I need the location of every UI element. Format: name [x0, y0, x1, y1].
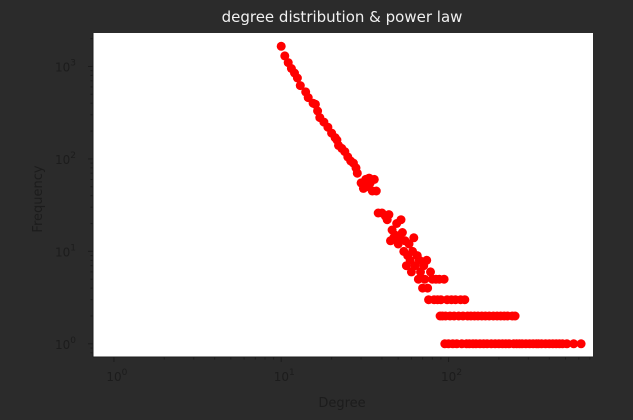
- data-point: [292, 73, 302, 83]
- data-point: [460, 295, 470, 305]
- data-point: [413, 274, 423, 284]
- data-point: [404, 239, 414, 249]
- data-point: [423, 283, 433, 293]
- data-point: [369, 174, 379, 184]
- data-point: [352, 168, 362, 178]
- y-tick-label: 103: [55, 58, 76, 74]
- y-tick-label: 100: [55, 336, 76, 352]
- data-point: [295, 81, 305, 91]
- y-axis-label: Frequency: [31, 165, 46, 232]
- data-point: [384, 210, 394, 220]
- data-point: [510, 311, 520, 321]
- data-point: [280, 51, 290, 61]
- x-tick-labels: 100 101 102: [106, 357, 591, 384]
- data-point: [562, 339, 572, 349]
- data-point: [569, 339, 579, 349]
- x-axis-label: Degree: [318, 396, 365, 411]
- y-tick-label: 101: [55, 243, 76, 259]
- data-point: [371, 186, 381, 196]
- x-tick-label: 100: [106, 368, 127, 384]
- data-point: [426, 267, 435, 277]
- data-point: [276, 41, 286, 51]
- data-points: [276, 41, 586, 349]
- chart-title: degree distribution & power law: [222, 8, 463, 26]
- y-tick-label: 102: [55, 151, 76, 167]
- data-point: [576, 339, 586, 349]
- data-point: [422, 255, 432, 265]
- data-point: [439, 274, 449, 284]
- data-point: [397, 228, 407, 237]
- x-tick-label: 101: [274, 368, 295, 384]
- data-point: [409, 233, 419, 243]
- plot-area: [93, 33, 593, 357]
- x-tick-label: 102: [441, 368, 462, 384]
- y-tick-labels: 100 101 102 103: [55, 38, 93, 354]
- data-point: [396, 215, 406, 225]
- data-point: [420, 274, 430, 284]
- data-point: [436, 295, 446, 305]
